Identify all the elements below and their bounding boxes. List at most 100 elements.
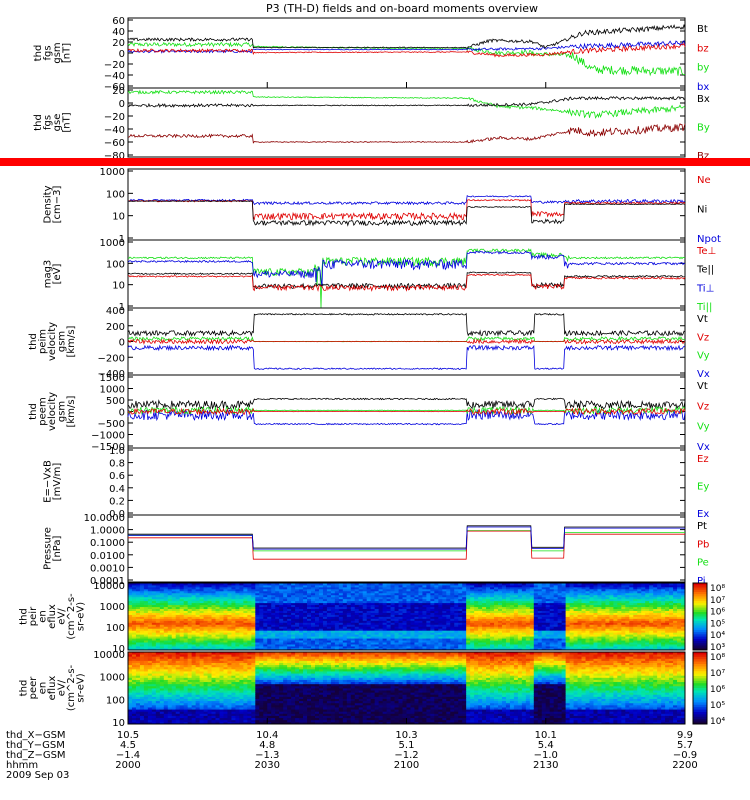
- spectrogram-cell: [557, 608, 563, 611]
- spectrogram-cell: [211, 630, 216, 633]
- spectrogram-cell: [322, 640, 328, 643]
- spectrogram-cell: [183, 606, 189, 610]
- spectrogram-cell: [283, 622, 288, 625]
- panel-frame: [127, 447, 686, 516]
- spectrogram-cell: [633, 592, 638, 596]
- spectrogram-cell: [529, 646, 535, 649]
- spectrogram-cell: [462, 594, 467, 598]
- spectrogram-cell: [665, 592, 670, 596]
- spectrogram-cell: [426, 598, 431, 602]
- spectrogram-cell: [314, 600, 320, 604]
- spectrogram-cell: [370, 620, 376, 623]
- spectrogram-cell: [295, 602, 300, 606]
- spectrogram-cell: [653, 642, 658, 645]
- spectrogram-cell: [418, 638, 423, 641]
- spectrogram-cell: [621, 604, 626, 608]
- spectrogram-cell: [231, 626, 236, 629]
- spectrogram-cell: [541, 636, 547, 639]
- spectrogram-cell: [139, 600, 145, 604]
- spectrogram-cell: [605, 642, 610, 645]
- spectrogram-cell: [275, 620, 280, 623]
- spectrogram-cell: [677, 588, 682, 592]
- spectrogram-cell: [561, 630, 567, 633]
- spectrogram-cell: [346, 586, 352, 590]
- spectrogram-cell: [625, 640, 630, 643]
- spectrogram-cell: [271, 640, 276, 643]
- spectrogram-cell: [470, 634, 475, 637]
- spectrogram-cell: [573, 584, 578, 588]
- spectrogram-cell: [478, 628, 483, 631]
- spectrogram-cell: [633, 614, 638, 617]
- spectrogram-cell: [131, 610, 137, 613]
- spectrogram-cell: [446, 636, 451, 639]
- spectrogram-cell: [545, 588, 551, 592]
- spectrogram-cell: [466, 588, 471, 592]
- spectrogram-cell: [426, 640, 431, 643]
- spectrogram-cell: [561, 608, 567, 611]
- spectrogram-cell: [673, 640, 678, 643]
- spectrogram-cell: [438, 626, 443, 629]
- spectrogram-cell: [171, 626, 177, 629]
- legend-entry: Vy: [697, 351, 710, 362]
- spectrogram-cell: [275, 644, 280, 647]
- legend-entry: Ti||: [696, 302, 712, 313]
- spectrogram-cell: [179, 644, 185, 647]
- spectrogram-cell: [553, 620, 559, 623]
- spectrogram-cell: [458, 622, 463, 625]
- spectrogram-cell: [131, 598, 137, 602]
- spectrogram-cell: [151, 588, 157, 592]
- spectrogram-cell: [466, 616, 471, 619]
- spectrogram-cell: [374, 630, 380, 633]
- spectrogram-cell: [509, 648, 515, 651]
- spectrogram-cell: [163, 630, 169, 633]
- spectrogram-cell: [350, 636, 356, 639]
- spectrogram-cell: [661, 586, 666, 590]
- spectrogram-cell: [466, 586, 471, 590]
- spectrogram-cell: [505, 616, 511, 619]
- spectrogram-cell: [183, 594, 189, 598]
- spectrogram-cell: [633, 620, 638, 623]
- spectrogram-cell: [287, 596, 292, 600]
- spectrogram-cell: [553, 626, 559, 629]
- spectrogram-cell: [505, 612, 511, 615]
- spectrogram-cell: [470, 644, 475, 647]
- spectrogram-cell: [629, 612, 634, 615]
- spectrogram-cell: [466, 640, 471, 643]
- spectrogram-cell: [370, 624, 376, 627]
- spectrogram-cell: [677, 612, 682, 615]
- spectrogram-cell: [509, 628, 515, 631]
- spectrogram-cell: [450, 584, 455, 588]
- spectrogram-cell: [338, 598, 344, 602]
- spectrogram-cell: [565, 638, 571, 641]
- spectrogram-cell: [454, 624, 459, 627]
- spectrogram-cell: [291, 612, 296, 615]
- spectrogram-cell: [255, 600, 260, 604]
- spectrogram-cell: [128, 596, 133, 600]
- spectrogram-cell: [509, 640, 515, 643]
- spectrogram-cell: [498, 596, 503, 600]
- spectrogram-cell: [267, 622, 272, 625]
- spectrogram-cell: [334, 648, 340, 651]
- spectrogram-cell: [657, 632, 662, 635]
- spectrogram-cell: [199, 638, 204, 641]
- spectrogram-cell: [442, 600, 447, 604]
- spectrogram-cell: [362, 626, 368, 629]
- spectrogram-cell: [414, 592, 419, 596]
- spectrogram-cell: [466, 626, 471, 629]
- spectrogram-cell: [657, 638, 662, 641]
- spectrogram-cell: [418, 594, 423, 598]
- spectrogram-cell: [342, 634, 348, 637]
- spectrogram-cell: [426, 636, 431, 639]
- spectrogram-cell: [175, 604, 181, 608]
- spectrogram-cell: [641, 638, 646, 641]
- spectrogram-cell: [482, 610, 487, 613]
- spectrogram-cell: [299, 626, 304, 629]
- spectrogram-cell: [131, 586, 137, 590]
- spectrogram-cell: [498, 604, 503, 608]
- spectrogram-cell: [561, 620, 567, 623]
- spectrogram-cell: [291, 624, 296, 627]
- spectrogram-cell: [462, 612, 467, 615]
- spectrogram-cell: [486, 648, 491, 651]
- spectrogram-cell: [366, 604, 372, 608]
- spectrogram-cell: [466, 590, 471, 594]
